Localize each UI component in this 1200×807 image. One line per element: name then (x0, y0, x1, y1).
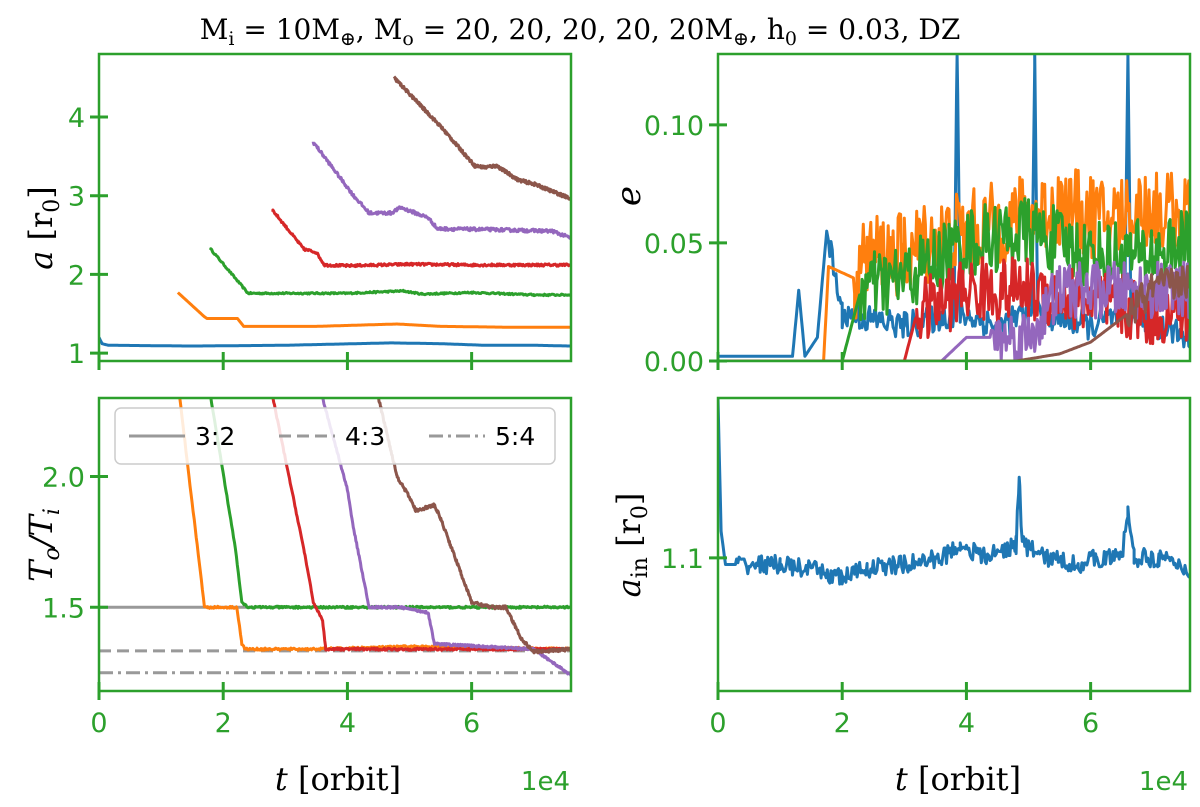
panel-e-ytick-label-0: 0.00 (644, 347, 704, 378)
panel-a-series-3 (209, 247, 571, 298)
panel-e-frame (716, 52, 1192, 363)
panel-ratio-xlabel: t [orbit] (275, 760, 401, 798)
panel-ain-xtick-label-2: 4 (958, 708, 975, 739)
panel-e-ytick-label-1: 0.05 (644, 229, 704, 260)
panel-a-series-4 (271, 208, 571, 269)
panel-e-ytick-label-2: 0.10 (644, 111, 704, 142)
panel-e-series-4 (718, 256, 1190, 361)
legend-label-2: 5:4 (495, 422, 535, 451)
panel-e-series-6 (718, 261, 1190, 361)
panel-e-ylabel: e (609, 186, 649, 206)
panel-ratio-series-5 (377, 398, 571, 655)
eccentricity-panel: 0.00 0.05 0.10 (644, 52, 1192, 378)
panel-ratio-plot-area (99, 398, 571, 678)
panel-ain-xlabel: t [orbit] (895, 760, 1021, 798)
period-ratio-panel: 0 2 4 6 1.5 2.0 3:2 4:3 5:4 (42, 396, 573, 739)
panel-a-ytick-label-2: 3 (68, 182, 85, 213)
panel-ratio-xtick-label-0: 0 (90, 708, 107, 739)
panel-a-ytick-label-0: 1 (68, 339, 85, 370)
panel-a-series-6 (392, 75, 571, 201)
panel-a-ytick-label-3: 4 (68, 103, 85, 134)
panel-ain-plot-area (718, 398, 1190, 586)
panel-e-plot-area (718, 54, 1190, 361)
panel-a-plot-area (99, 75, 571, 348)
panel-a-series-1 (99, 336, 571, 348)
panel-ratio-ytick-label-1: 2.0 (42, 462, 85, 493)
semi-major-axis-panel: 1 2 3 4 (68, 52, 573, 370)
panel-ratio-xtick-label-1: 2 (215, 708, 232, 739)
inner-semi-major-axis-panel: 0 2 4 6 1.1 (661, 396, 1192, 739)
panel-e-series-5 (718, 260, 1190, 361)
panel-ratio-xtick-label-3: 6 (463, 708, 480, 739)
legend-label-1: 4:3 (345, 422, 385, 451)
panel-ratio-ytick-label-0: 1.5 (42, 593, 85, 624)
panel-a-ytick-label-1: 2 (68, 260, 85, 291)
panel-ain-frame (716, 396, 1192, 693)
panel-a-series-5 (311, 141, 571, 240)
panel-ratio-ylabel: To/Ti (22, 508, 65, 582)
legend-label-0: 3:2 (195, 422, 235, 451)
panel-a-series-2 (176, 291, 571, 329)
panel-e-series-2 (718, 168, 1190, 361)
panel-ain-xtick-label-0: 0 (709, 708, 726, 739)
panel-ratio-frame (97, 396, 573, 693)
panel-ain-xtick-label-1: 2 (834, 708, 851, 739)
panel-ain-xtick-label-3: 6 (1082, 708, 1099, 739)
legend: 3:2 4:3 5:4 (114, 407, 556, 465)
figure-title: Mi = 10M⊕, Mo = 20, 20, 20, 20, 20M⊕, h0… (200, 13, 961, 50)
panel-e-series-1 (718, 54, 1190, 358)
panel-ain-offset-label: 1e4 (1139, 767, 1188, 797)
panel-a-frame (97, 52, 573, 363)
panel-ratio-offset-label: 1e4 (521, 767, 570, 797)
panel-ain-ylabel: ain [r0] (610, 493, 653, 598)
panel-ratio-xtick-label-2: 4 (339, 708, 356, 739)
panel-a-ylabel: a [r0] (22, 186, 65, 270)
panel-ain-series-1 (718, 398, 1190, 586)
panel-ain-ytick-label-0: 1.1 (661, 544, 704, 575)
